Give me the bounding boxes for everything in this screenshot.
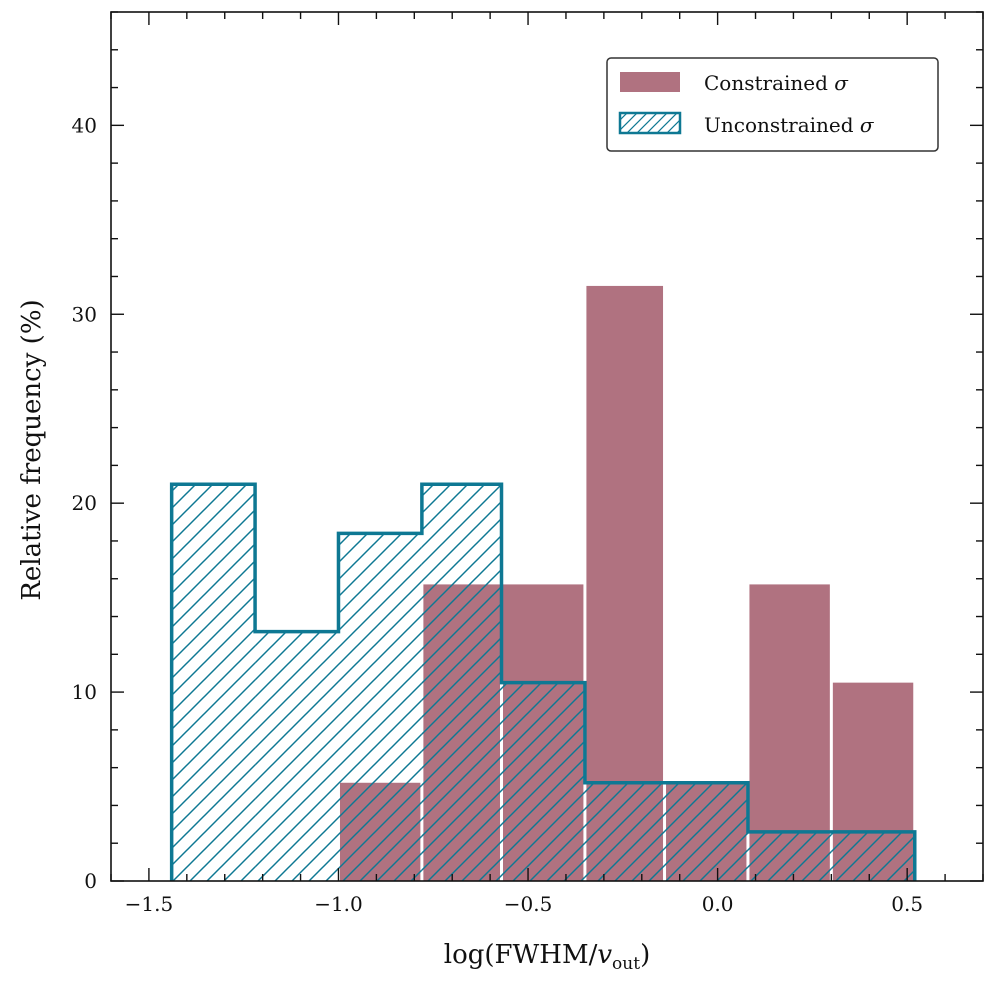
legend-box <box>606 57 939 152</box>
x-tick-label-0: −1.5 <box>125 892 174 916</box>
unconstrained-bar-7 <box>747 831 832 881</box>
unconstrained-bar-5 <box>584 782 665 881</box>
axis-ticks <box>110 11 984 882</box>
y-tick-label-4: 40 <box>72 113 97 137</box>
y-tick-labels: 0 10 20 30 40 <box>72 113 97 893</box>
y-tick-label-1: 10 <box>72 680 97 704</box>
y-tick-label-3: 30 <box>72 302 97 326</box>
legend-swatch-constrained <box>620 72 680 92</box>
x-tick-label-2: −0.5 <box>504 892 553 916</box>
unconstrained-bar-2 <box>338 533 422 881</box>
unconstrained-bar-3 <box>421 484 502 881</box>
unconstrained-bar-4 <box>501 682 585 881</box>
unconstrained-bar-8 <box>831 831 915 881</box>
legend: Constrained σ Unconstrained σ <box>606 57 939 152</box>
unconstrained-bar-0 <box>171 484 256 881</box>
unconstrained-bar-1 <box>255 631 339 881</box>
y-axis-label: Relative frequency (%) <box>17 299 47 600</box>
x-tick-label-1: −1.0 <box>314 892 363 916</box>
x-tick-labels: −1.5 −1.0 −0.5 0.0 0.5 <box>125 892 923 916</box>
unconstrained-hatched-bars <box>171 484 915 881</box>
x-tick-label-4: 0.5 <box>891 892 923 916</box>
legend-label-unconstrained: Unconstrained σ <box>704 113 875 137</box>
unconstrained-step-outline <box>169 482 917 881</box>
y-tick-label-0: 0 <box>84 869 97 893</box>
x-axis-label: log(FWHM/vout) <box>444 940 650 974</box>
unconstrained-bar-6 <box>664 782 748 881</box>
x-tick-label-3: 0.0 <box>702 892 734 916</box>
plot-frame <box>110 11 984 882</box>
y-tick-label-2: 20 <box>72 491 97 515</box>
legend-swatch-unconstrained <box>618 111 682 135</box>
legend-label-constrained: Constrained σ <box>704 71 849 95</box>
